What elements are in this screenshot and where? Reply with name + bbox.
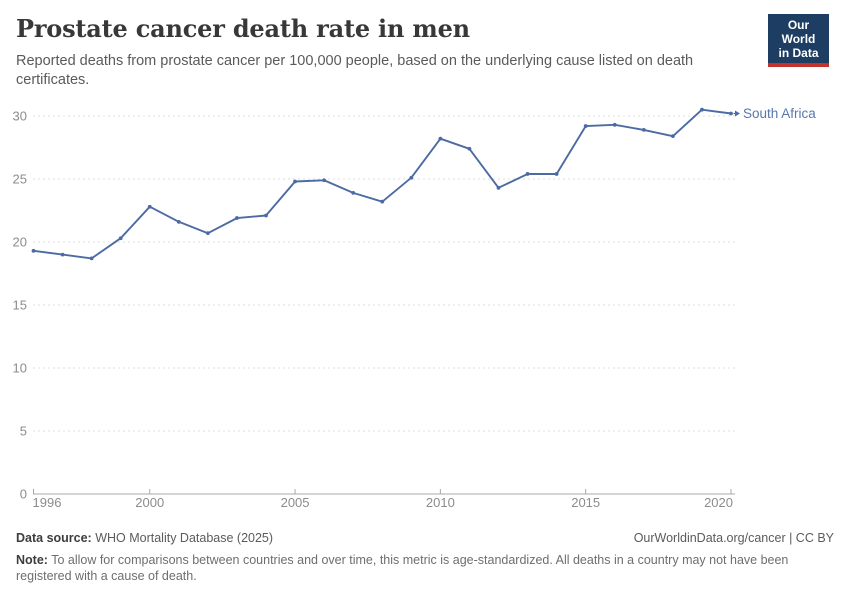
data-point (467, 146, 472, 151)
x-tick-label: 1996 (33, 495, 62, 510)
y-tick-label: 0 (20, 487, 27, 502)
note-label: Note: (16, 552, 48, 567)
owid-logo[interactable]: Our World in Data (768, 14, 829, 67)
data-point (89, 256, 94, 261)
line-chart: 0 5 10 15 20 25 30 1996 2000 2005 2010 2015 2020 Sout… (13, 106, 817, 510)
x-tick-label: 2020 (704, 495, 733, 510)
chart-footer: Data source: WHO Mortality Database (202… (0, 530, 850, 584)
y-tick-label: 30 (13, 109, 27, 124)
data-point (235, 216, 239, 220)
y-tick-label: 5 (20, 424, 27, 439)
data-point (118, 236, 123, 241)
data-point (31, 248, 36, 253)
data-point (176, 219, 181, 224)
data-point (641, 127, 646, 132)
y-tick-label: 10 (13, 361, 27, 376)
data-point (496, 185, 501, 190)
data-point (351, 190, 356, 195)
owid-logo-text: Our World in Data (768, 14, 829, 63)
chart-header: Prostate cancer death rate in men Report… (0, 0, 850, 100)
chart-title: Prostate cancer death rate in men (16, 14, 470, 43)
data-point (583, 124, 588, 128)
y-tick-label: 15 (13, 298, 27, 313)
data-point (525, 172, 530, 176)
data-point (293, 179, 297, 184)
data-point (322, 178, 327, 183)
data-point (380, 199, 385, 204)
x-tick-label: 2000 (135, 495, 164, 510)
entity-label-arrow (735, 110, 740, 117)
data-point (700, 107, 704, 112)
chart-note: Note: To allow for comparisons between c… (16, 552, 789, 584)
data-point (670, 134, 675, 139)
data-point (612, 122, 617, 127)
data-point (60, 252, 65, 257)
data-point (409, 175, 414, 180)
y-tick-label: 25 (13, 172, 27, 187)
logo-red-bar (768, 63, 829, 67)
x-tick-label: 2005 (281, 495, 310, 510)
data-point (264, 213, 268, 218)
x-tick-label: 2010 (426, 495, 455, 510)
data-source: Data source: WHO Mortality Database (202… (16, 531, 274, 545)
owid-link[interactable]: OurWorldinData.org/cancer | CC BY (633, 531, 834, 545)
data-point (147, 204, 152, 209)
chart-subtitle: Reported deaths from prostate cancer per… (16, 52, 694, 88)
y-tick-label: 20 (13, 235, 27, 250)
data-point (205, 231, 210, 236)
data-point (729, 111, 733, 116)
series-line-south-africa (33, 108, 732, 260)
data-source-label: Data source: (16, 531, 92, 545)
entity-label-south-africa[interactable]: South Africa (743, 106, 816, 121)
data-point (554, 172, 559, 176)
x-tick-label: 2015 (571, 495, 600, 510)
data-point (438, 136, 443, 141)
